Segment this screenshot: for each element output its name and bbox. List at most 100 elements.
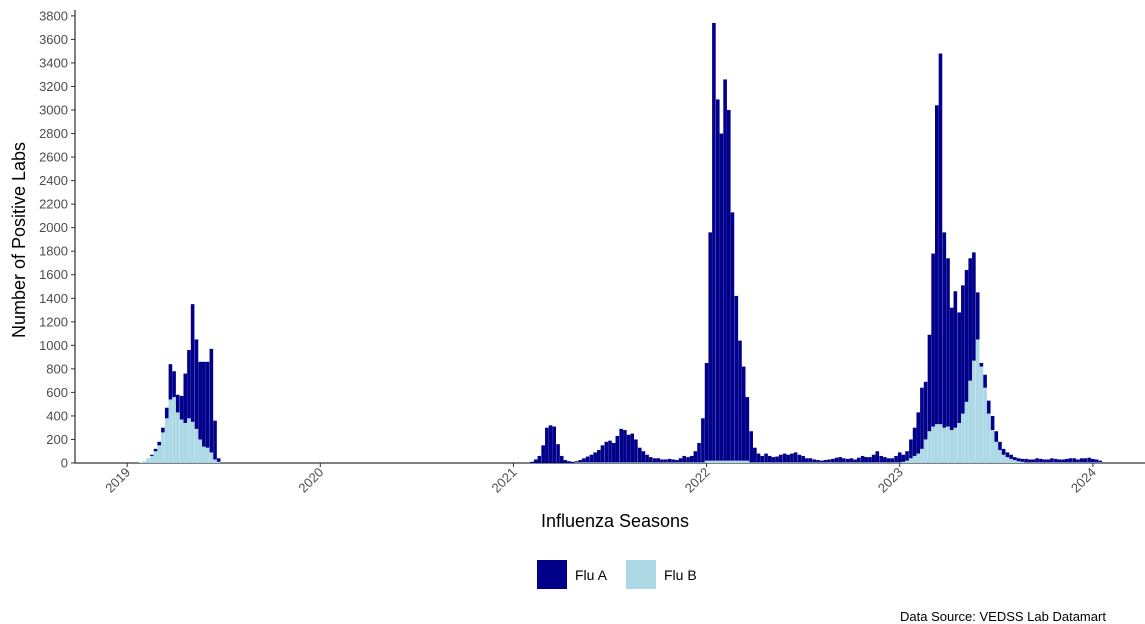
- y-tick-label: 1800: [39, 244, 68, 259]
- bar-segment: [972, 252, 976, 361]
- bar-segment: [585, 456, 590, 463]
- bar-segment: [608, 462, 612, 463]
- y-tick-label: 200: [46, 432, 68, 447]
- bar-segment: [745, 460, 750, 463]
- bar-segment: [637, 462, 642, 463]
- bar-segment: [905, 460, 909, 463]
- bar-segment: [957, 422, 961, 463]
- bar-segment: [1001, 448, 1006, 455]
- y-tick-label: 1400: [39, 291, 68, 306]
- bar-segment: [812, 459, 817, 463]
- bar-segment: [1098, 462, 1102, 463]
- bar-segment: [697, 442, 701, 463]
- bar-segment: [574, 462, 579, 463]
- bar-segment: [600, 462, 605, 463]
- bar-segment: [600, 445, 605, 463]
- bar-segment: [961, 285, 965, 414]
- bar-segment: [771, 462, 776, 463]
- bar-segment: [845, 462, 850, 463]
- bar-segment: [1031, 462, 1036, 463]
- bar-segment: [957, 312, 961, 423]
- x-tick-label: 2024: [1068, 465, 1099, 496]
- bar-segment: [172, 397, 176, 463]
- bar-segment: [209, 348, 214, 453]
- bar-segment: [1068, 458, 1073, 463]
- bar-segment: [801, 455, 805, 463]
- y-tick-label: 3400: [39, 55, 68, 70]
- x-tick-label: 2020: [295, 465, 326, 496]
- bar-segment: [819, 462, 824, 463]
- bar-segment: [886, 462, 891, 463]
- bar-segment: [548, 425, 553, 463]
- bar-segment: [216, 461, 221, 463]
- bar-segment: [920, 387, 924, 449]
- bar-segment: [734, 460, 739, 463]
- legend-swatch: [537, 560, 567, 589]
- bar-segment: [634, 439, 638, 463]
- bar-segment: [660, 459, 664, 463]
- bar-segment: [578, 460, 583, 463]
- bar-segment: [1061, 459, 1065, 463]
- bar-segment: [808, 458, 813, 463]
- bar-segment: [860, 462, 865, 463]
- bar-segment: [585, 462, 590, 463]
- bar-segment: [678, 462, 683, 463]
- bar-segment: [1079, 458, 1084, 463]
- y-tick-label: 2200: [39, 197, 68, 212]
- x-tick-label: 2019: [102, 465, 133, 496]
- y-tick-label: 0: [61, 456, 68, 471]
- bar-segment: [786, 462, 791, 463]
- bar-segment: [1094, 459, 1099, 463]
- bar-segment: [767, 462, 772, 463]
- bar-segment: [890, 458, 894, 463]
- bar-segment: [838, 457, 843, 463]
- bar-segment: [975, 339, 980, 463]
- bar-segment: [150, 455, 154, 463]
- bar-segment: [619, 462, 624, 463]
- bar-segment: [667, 462, 672, 463]
- bar-segment: [202, 361, 206, 447]
- bar-segment: [660, 462, 664, 463]
- bar-segment: [1079, 462, 1084, 463]
- bar-segment: [764, 462, 768, 463]
- bar-segment: [708, 232, 713, 461]
- bar-segment: [146, 458, 150, 463]
- bar-segment: [745, 397, 750, 461]
- x-axis-title: Influenza Seasons: [541, 511, 689, 531]
- bar-segment: [964, 401, 969, 463]
- bar-segment: [582, 462, 586, 463]
- bar-segment: [671, 459, 675, 463]
- bar-segment: [730, 460, 735, 463]
- bar-segment: [596, 450, 601, 463]
- bar-segment: [827, 459, 831, 463]
- bar-segment: [994, 441, 999, 463]
- bar-segment: [975, 292, 980, 340]
- bar-segment: [708, 460, 713, 463]
- bar-segment: [793, 462, 798, 463]
- bar-segment: [901, 454, 906, 462]
- bar-segment: [883, 462, 887, 463]
- bar-segment: [593, 452, 597, 463]
- bar-segment: [1076, 462, 1080, 463]
- bar-segment: [689, 455, 694, 463]
- bar-segment: [983, 374, 987, 388]
- bar-segment: [611, 462, 616, 463]
- y-axis-title: Number of Positive Labs: [9, 142, 29, 338]
- bar-segment: [845, 458, 850, 463]
- bar-segment: [645, 454, 649, 463]
- bar-segment: [816, 460, 820, 463]
- bar-segment: [871, 462, 876, 463]
- bar-segment: [619, 428, 624, 463]
- bar-segment: [667, 458, 672, 463]
- bar-segment: [838, 462, 843, 463]
- bar-segment: [1013, 457, 1017, 461]
- bar-segment: [831, 458, 835, 463]
- bar-segment: [675, 462, 679, 463]
- bar-segment: [533, 459, 538, 463]
- bar-segment: [998, 450, 1002, 463]
- bar-segment: [563, 460, 568, 463]
- bar-segment: [693, 462, 698, 463]
- bar-segment: [693, 451, 698, 463]
- bar-segment: [856, 457, 861, 463]
